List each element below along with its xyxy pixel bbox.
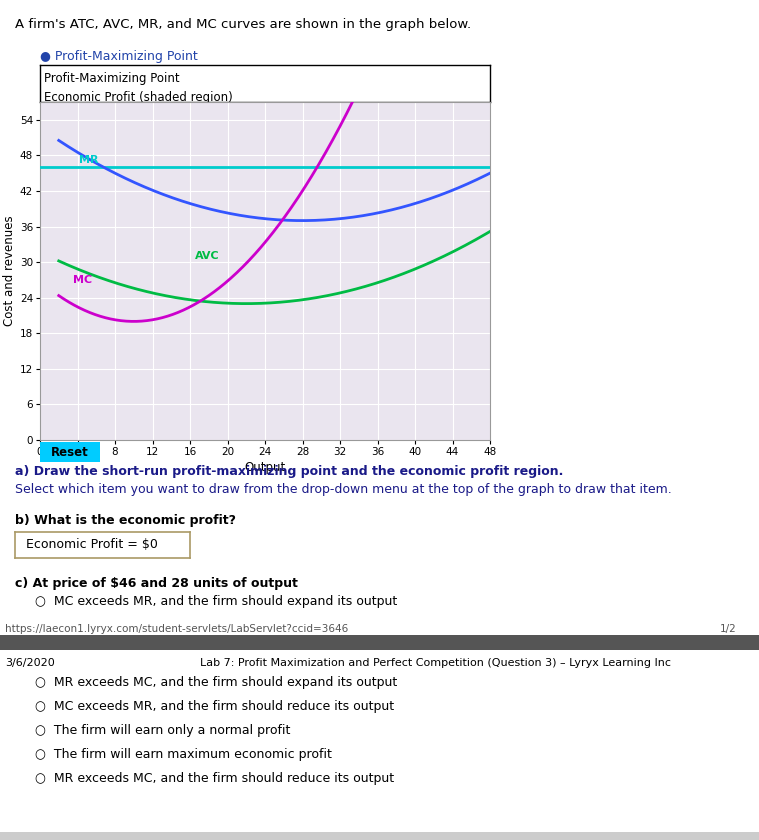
Text: Select which item you want to draw from the drop-down menu at the top of the gra: Select which item you want to draw from … bbox=[15, 483, 672, 496]
Y-axis label: Cost and revenues: Cost and revenues bbox=[2, 216, 16, 326]
Text: MC: MC bbox=[73, 275, 92, 285]
Text: Lab 7: Profit Maximization and Perfect Competition (Question 3) – Lyryx Learning: Lab 7: Profit Maximization and Perfect C… bbox=[200, 658, 671, 668]
X-axis label: Output: Output bbox=[244, 461, 285, 474]
Text: c) At price of $46 and 28 units of output: c) At price of $46 and 28 units of outpu… bbox=[15, 577, 298, 590]
Text: ● Profit-Maximizing Point: ● Profit-Maximizing Point bbox=[40, 50, 198, 63]
Text: https://laecon1.lyryx.com/student-servlets/LabServlet?ccid=3646: https://laecon1.lyryx.com/student-servle… bbox=[5, 624, 348, 634]
Text: Profit-Maximizing Point: Profit-Maximizing Point bbox=[45, 71, 180, 85]
Text: Economic Profit (shaded region): Economic Profit (shaded region) bbox=[45, 91, 233, 104]
Text: b) What is the economic profit?: b) What is the economic profit? bbox=[15, 514, 236, 527]
Text: ○  MC exceeds MR, and the firm should expand its output: ○ MC exceeds MR, and the firm should exp… bbox=[35, 595, 397, 608]
Text: a) Draw the short-run profit-maximizing point and the economic profit region.: a) Draw the short-run profit-maximizing … bbox=[15, 465, 563, 478]
Text: ○  The firm will earn maximum economic profit: ○ The firm will earn maximum economic pr… bbox=[35, 748, 332, 761]
Text: Economic Profit = $0: Economic Profit = $0 bbox=[26, 538, 157, 552]
Text: Reset: Reset bbox=[51, 445, 89, 459]
Text: ○  MC exceeds MR, and the firm should reduce its output: ○ MC exceeds MR, and the firm should red… bbox=[35, 700, 394, 713]
Text: ○  MR exceeds MC, and the firm should expand its output: ○ MR exceeds MC, and the firm should exp… bbox=[35, 676, 397, 689]
Text: MR: MR bbox=[80, 155, 99, 165]
Text: ○  The firm will earn only a normal profit: ○ The firm will earn only a normal profi… bbox=[35, 724, 291, 737]
Text: 3/6/2020: 3/6/2020 bbox=[5, 658, 55, 668]
Text: AVC: AVC bbox=[195, 251, 219, 261]
Text: ○  MR exceeds MC, and the firm should reduce its output: ○ MR exceeds MC, and the firm should red… bbox=[35, 772, 394, 785]
Text: A firm's ATC, AVC, MR, and MC curves are shown in the graph below.: A firm's ATC, AVC, MR, and MC curves are… bbox=[15, 18, 471, 31]
Text: 1/2: 1/2 bbox=[720, 624, 737, 634]
